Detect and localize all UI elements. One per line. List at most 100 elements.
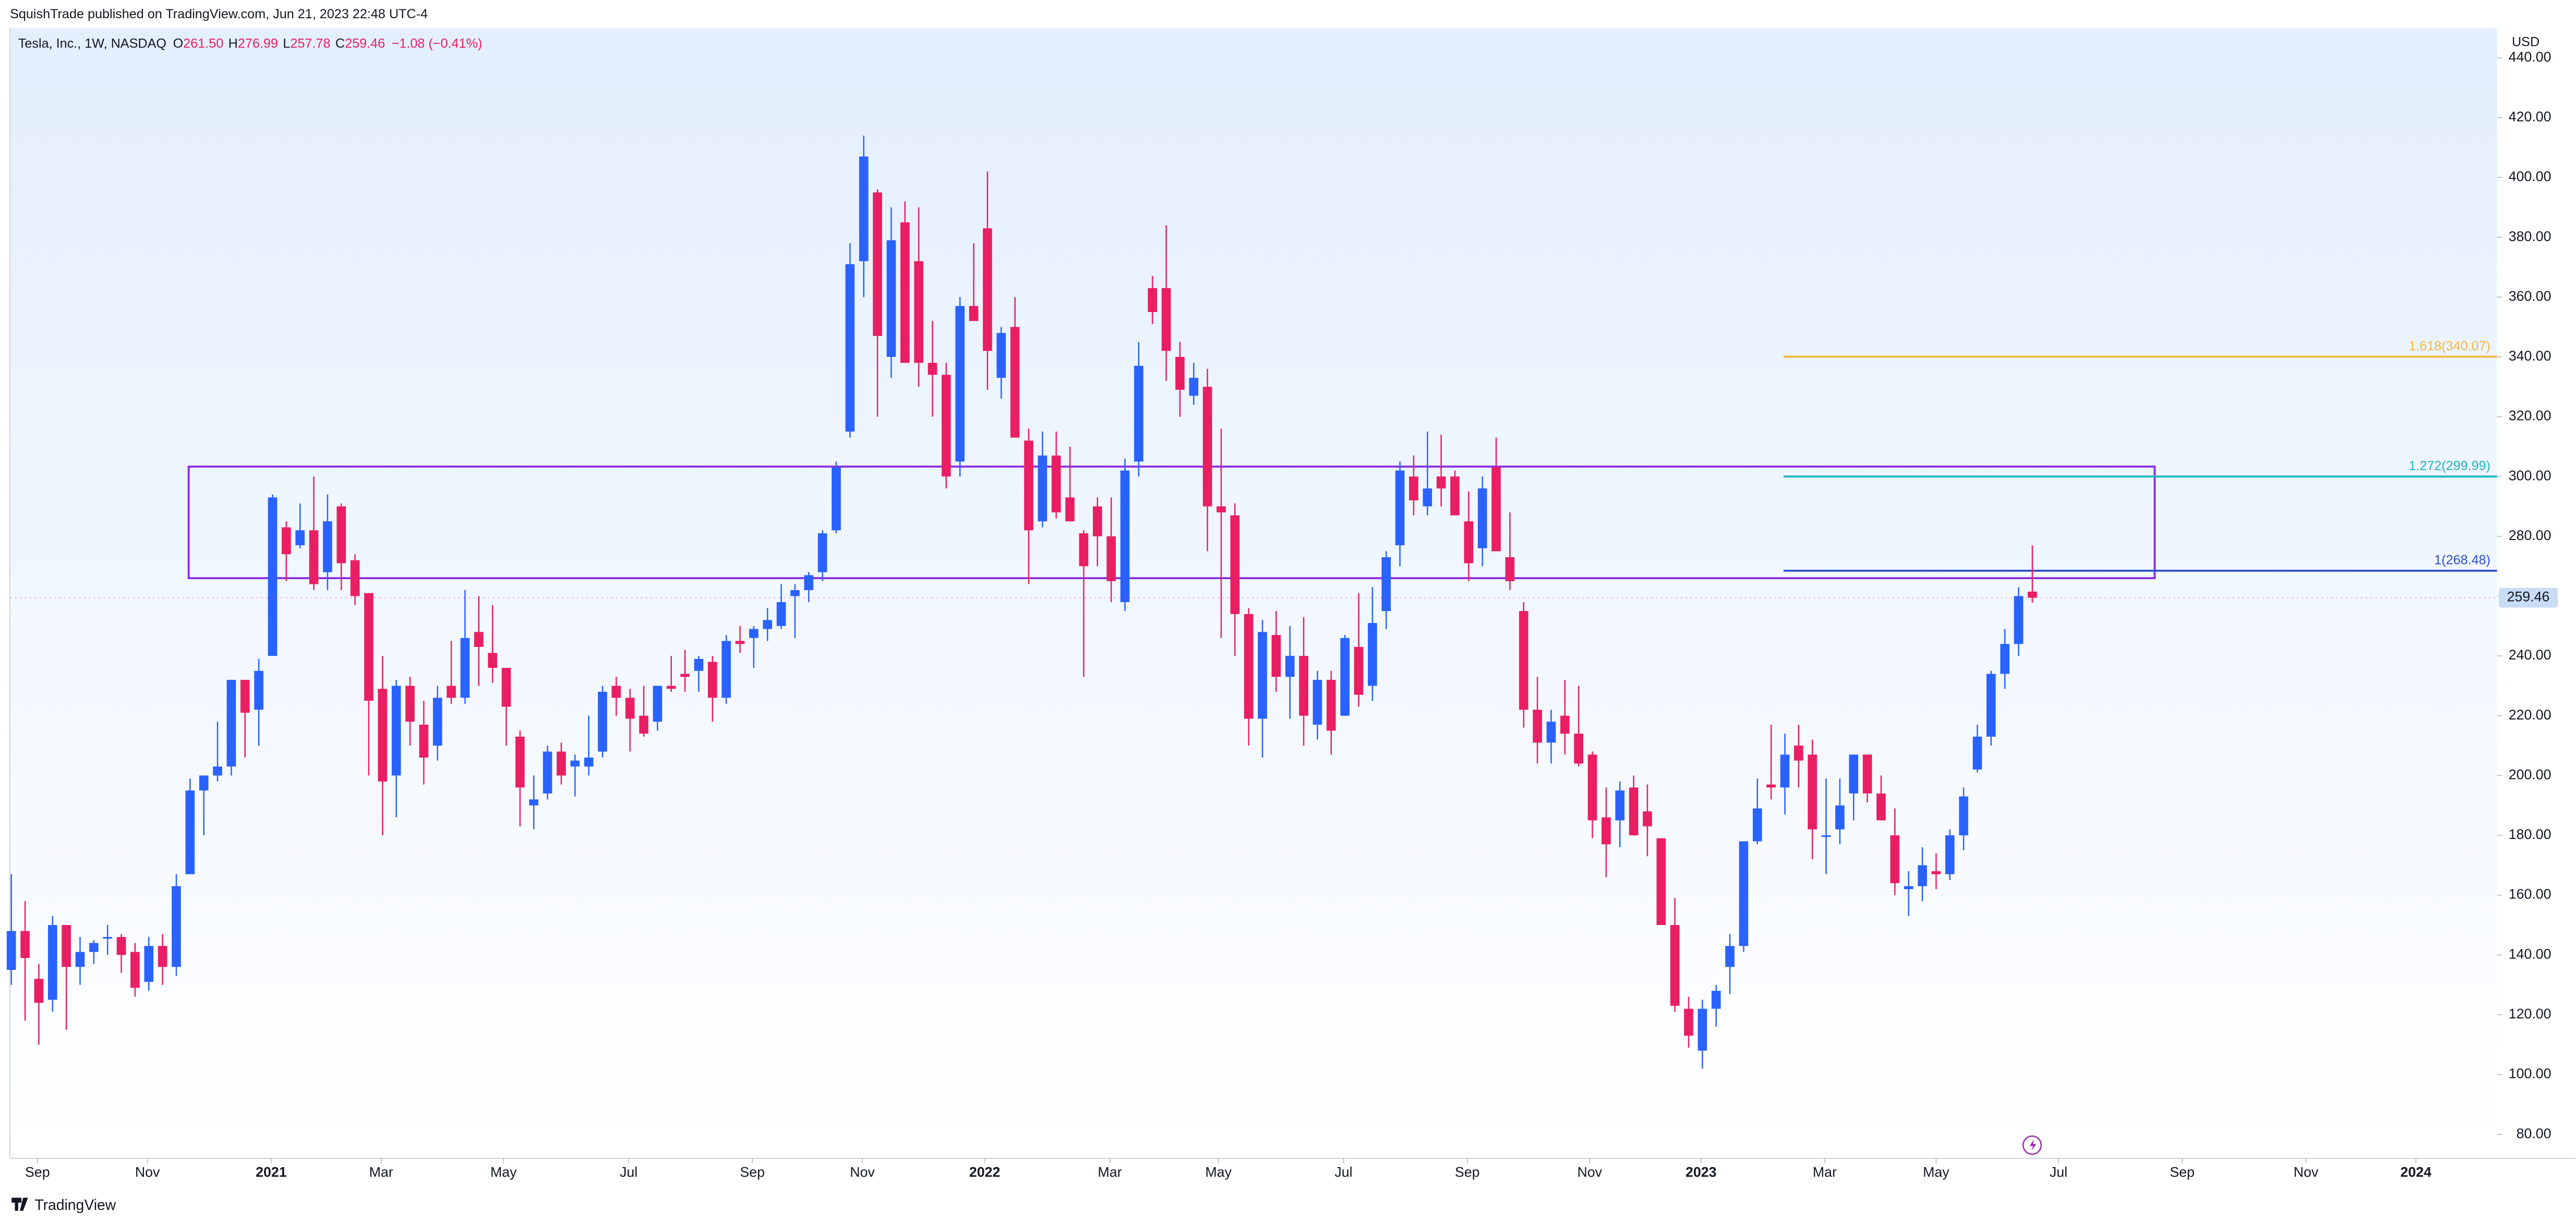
- candle-body: [1395, 470, 1405, 546]
- candle-body: [1244, 614, 1254, 719]
- last-price-box: [2498, 587, 2558, 608]
- event-icon[interactable]: [2022, 1135, 2042, 1155]
- legend-value: 257.78: [290, 37, 330, 51]
- event-bolt[interactable]: [2029, 1139, 2037, 1151]
- candle-body: [1602, 817, 1611, 845]
- candle-body: [1313, 680, 1322, 725]
- candle-body: [1794, 746, 1803, 761]
- candle-body: [1643, 811, 1652, 826]
- candle-body: [1202, 387, 1212, 507]
- y-tick-label: 120.00: [2509, 1006, 2551, 1022]
- legend-key: H: [228, 37, 238, 51]
- x-tick-label: Sep: [740, 1164, 765, 1180]
- candle-body: [1175, 356, 1185, 390]
- candle-body: [240, 680, 250, 713]
- candle-body: [817, 533, 827, 572]
- candle-body: [1354, 646, 1364, 695]
- x-tick-label: Mar: [1098, 1164, 1122, 1180]
- brand: TradingView: [11, 1197, 116, 1214]
- candle-body: [460, 638, 470, 698]
- candle-body: [1574, 734, 1583, 764]
- candle-body: [6, 931, 16, 970]
- candle-body: [543, 751, 552, 794]
- candle-body: [707, 662, 717, 698]
- candle-body: [130, 952, 140, 988]
- candle-body: [1752, 808, 1762, 842]
- y-tick-label: 100.00: [2509, 1066, 2551, 1082]
- candle-body: [1051, 455, 1061, 513]
- fib-label: 1.618(340.07): [2409, 339, 2490, 353]
- candle-body: [364, 593, 374, 701]
- y-tick-label: 180.00: [2509, 826, 2551, 842]
- candle-body: [557, 751, 566, 776]
- candle-body: [859, 156, 869, 261]
- legend-change: −1.08 (−0.41%): [392, 37, 483, 51]
- candle-body: [1560, 715, 1570, 734]
- candle-body: [488, 653, 497, 668]
- x-tick-label: May: [490, 1164, 517, 1180]
- candle-body: [1821, 835, 1831, 837]
- x-tick-label: Sep: [25, 1164, 50, 1180]
- candle-body: [1931, 871, 1941, 874]
- candle-body: [1340, 638, 1350, 716]
- candle-body: [1065, 497, 1075, 522]
- y-tick-label: 360.00: [2509, 288, 2551, 304]
- y-tick-label: 240.00: [2509, 647, 2551, 663]
- candle-body: [1835, 805, 1845, 830]
- candle-body: [1230, 515, 1240, 614]
- candle-body: [914, 261, 923, 363]
- candle-body: [1368, 623, 1377, 686]
- candle-body: [955, 306, 965, 462]
- legend-key: O: [173, 37, 184, 51]
- y-tick-label: 340.00: [2509, 348, 2551, 364]
- candle-body: [735, 641, 745, 644]
- y-tick-label: 400.00: [2509, 169, 2551, 184]
- candle-body: [75, 952, 85, 967]
- candle-body: [336, 506, 346, 563]
- candle-body: [47, 925, 57, 1000]
- brand-name: TradingView: [34, 1197, 116, 1214]
- candle-body: [1161, 288, 1171, 351]
- candle-body: [1285, 656, 1295, 677]
- candle-body: [1711, 991, 1721, 1009]
- legend: Tesla, Inc., 1W, NASDAQ O 261.50 H 276.99 L 2…: [18, 37, 483, 51]
- candle-body: [1656, 838, 1666, 925]
- candle-body: [1038, 455, 1048, 522]
- y-tick-label: 220.00: [2509, 707, 2551, 723]
- candle-body: [1148, 288, 1157, 313]
- x-tick-label: Mar: [1813, 1164, 1837, 1180]
- candle-body: [1024, 440, 1033, 531]
- candle-body: [172, 886, 181, 967]
- x-tick-label: Jul: [1334, 1164, 1352, 1180]
- candle-body: [1904, 886, 1913, 890]
- x-tick-label: 2023: [1686, 1164, 1717, 1180]
- x-tick-label: Nov: [850, 1164, 875, 1180]
- plot-area: [10, 28, 2497, 1159]
- candle-body: [350, 560, 360, 596]
- candle-body: [1271, 635, 1281, 677]
- x-tick-label: Jul: [2050, 1164, 2067, 1180]
- candle-body: [832, 467, 841, 531]
- candle-body: [1381, 557, 1391, 611]
- candle-body: [378, 689, 388, 782]
- x-tick-label: Sep: [1455, 1164, 1480, 1180]
- candle-body: [501, 668, 511, 707]
- x-tick-label: Jul: [620, 1164, 637, 1180]
- candle-body: [1409, 476, 1418, 501]
- candle-body: [1092, 506, 1102, 536]
- candle-body: [1134, 366, 1143, 462]
- x-tick-label: Mar: [369, 1164, 393, 1180]
- candle-body: [1862, 754, 1872, 794]
- candle-body: [103, 937, 113, 939]
- candle-body: [116, 937, 126, 955]
- candle-body: [515, 736, 525, 788]
- candle-body: [1450, 476, 1460, 515]
- legend-value: 276.99: [238, 37, 278, 51]
- candle-body: [1670, 925, 1680, 1006]
- candle-body: [1258, 632, 1267, 719]
- y-tick-label: 320.00: [2509, 408, 2551, 424]
- candle-body: [666, 686, 676, 689]
- candle-body: [900, 222, 910, 363]
- candle-body: [254, 670, 263, 710]
